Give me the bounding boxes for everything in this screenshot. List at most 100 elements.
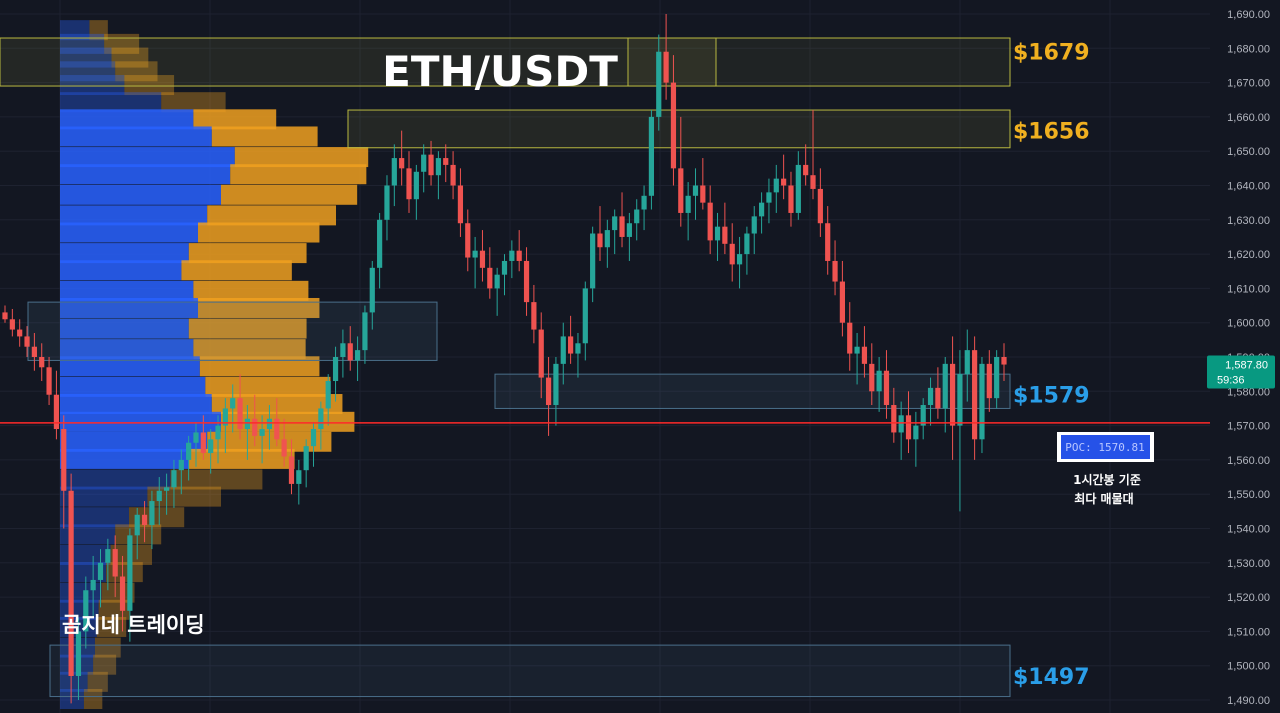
candle-body (244, 418, 251, 430)
candle-body (39, 357, 45, 368)
candle-body (891, 405, 897, 433)
level-label: $1679 (1013, 41, 1090, 66)
candle-body (362, 312, 368, 351)
candle-countdown: 59:36 (1217, 375, 1245, 387)
level-label: $1656 (1013, 120, 1090, 145)
price-tick-label: 1,580.00 (1227, 386, 1270, 398)
candle-body (164, 487, 170, 491)
profile-bar-buy (60, 689, 84, 709)
profile-bar-buy (60, 33, 105, 54)
profile-bar-sell (89, 20, 108, 41)
profile-bar-sell (198, 222, 320, 243)
price-tick-label: 1,620.00 (1227, 249, 1270, 261)
candle-body (781, 178, 787, 186)
candle-body (127, 535, 133, 611)
candle-body (494, 274, 500, 289)
candle-body (281, 439, 287, 457)
level-label: $1579 (1013, 384, 1090, 409)
candle-body (24, 336, 30, 347)
candle-body (1001, 357, 1007, 365)
annotation-note: 1시간봉 기준 최다 매물대 (1073, 472, 1141, 506)
price-axis[interactable]: 1,490.00 1,500.00 1,510.00 1,520.00 1,530.00… (1207, 0, 1280, 713)
candle-body (619, 216, 625, 237)
profile-bar-buy (60, 61, 116, 82)
level-label: $1497 (1013, 665, 1090, 690)
zone-box (494, 373, 1011, 409)
extra-zone-box (627, 37, 1011, 87)
candle-body (744, 233, 750, 255)
candle-body (641, 195, 647, 210)
profile-bar-buy (60, 75, 125, 96)
profile-bar-sell (230, 164, 367, 185)
candle-body (443, 158, 449, 165)
candle-body (487, 267, 493, 289)
candle-body (347, 343, 353, 361)
candle-body (714, 226, 721, 241)
profile-bar-buy (60, 411, 221, 432)
poc-label-text: POC: 1570.81 (1065, 441, 1144, 454)
price-tick-label: 1,690.00 (1227, 9, 1270, 21)
profile-bar-buy (60, 356, 200, 377)
candle-body (656, 51, 662, 117)
chart-title: ETH/USDT (382, 47, 618, 96)
candle-body (538, 329, 544, 378)
poc-label-box (1061, 435, 1150, 459)
candle-body (171, 470, 177, 488)
profile-bar-buy (60, 297, 198, 318)
profile-bar-buy (60, 147, 235, 168)
profile-bar-sell (199, 356, 320, 377)
candle-body (105, 549, 111, 563)
candle-body (876, 370, 882, 392)
candle-body (545, 377, 552, 406)
candle-body (839, 281, 845, 323)
candle-body (604, 230, 610, 248)
profile-bar-sell (234, 147, 369, 168)
candle-body (9, 319, 15, 330)
price-tick-label: 1,530.00 (1227, 558, 1270, 570)
profile-bar-buy (60, 184, 221, 205)
candle-body (354, 350, 361, 361)
candle-body (61, 429, 67, 491)
profile-bar-sell (188, 243, 307, 264)
profile-bar-sell (124, 75, 175, 96)
current-price-tag[interactable] (1207, 355, 1275, 389)
candle-body (303, 446, 309, 471)
candle-body (927, 387, 934, 406)
candle-body (435, 158, 441, 176)
candle-body (700, 185, 706, 203)
profile-bar-sell (111, 47, 149, 68)
candle-body (266, 418, 273, 430)
candle-body (340, 343, 346, 357)
profile-bar-buy (60, 205, 208, 226)
candle-body (53, 394, 60, 430)
level-zones (0, 37, 1011, 698)
level-labels: $1679 $1656 $1579 $1497 (1013, 41, 1090, 690)
candle-body (296, 470, 302, 484)
candle-body (590, 233, 596, 289)
price-tick-label: 1,560.00 (1227, 455, 1270, 467)
candle-body (935, 387, 941, 409)
candle-body (2, 312, 8, 320)
candle-body (942, 363, 948, 409)
candle-body (575, 343, 581, 354)
candle-body (883, 370, 890, 406)
candle-body (905, 415, 912, 440)
candle-body (119, 576, 126, 611)
profile-bar-sell (188, 318, 307, 339)
candle-body (377, 219, 383, 268)
profile-bar-buy (60, 47, 112, 68)
candle-body (648, 116, 655, 196)
profile-bar-buy (60, 486, 148, 507)
profile-bar-sell (93, 654, 117, 675)
profile-bar-buy (60, 318, 189, 339)
profile-bar-sell (211, 126, 318, 147)
candle-body (847, 322, 853, 354)
profile-bar-buy (60, 469, 171, 490)
price-tick-label: 1,540.00 (1227, 524, 1270, 536)
candle-body (237, 398, 243, 430)
candle-body (90, 579, 96, 591)
profile-bar-sell (83, 689, 103, 709)
candle-body (825, 223, 831, 261)
